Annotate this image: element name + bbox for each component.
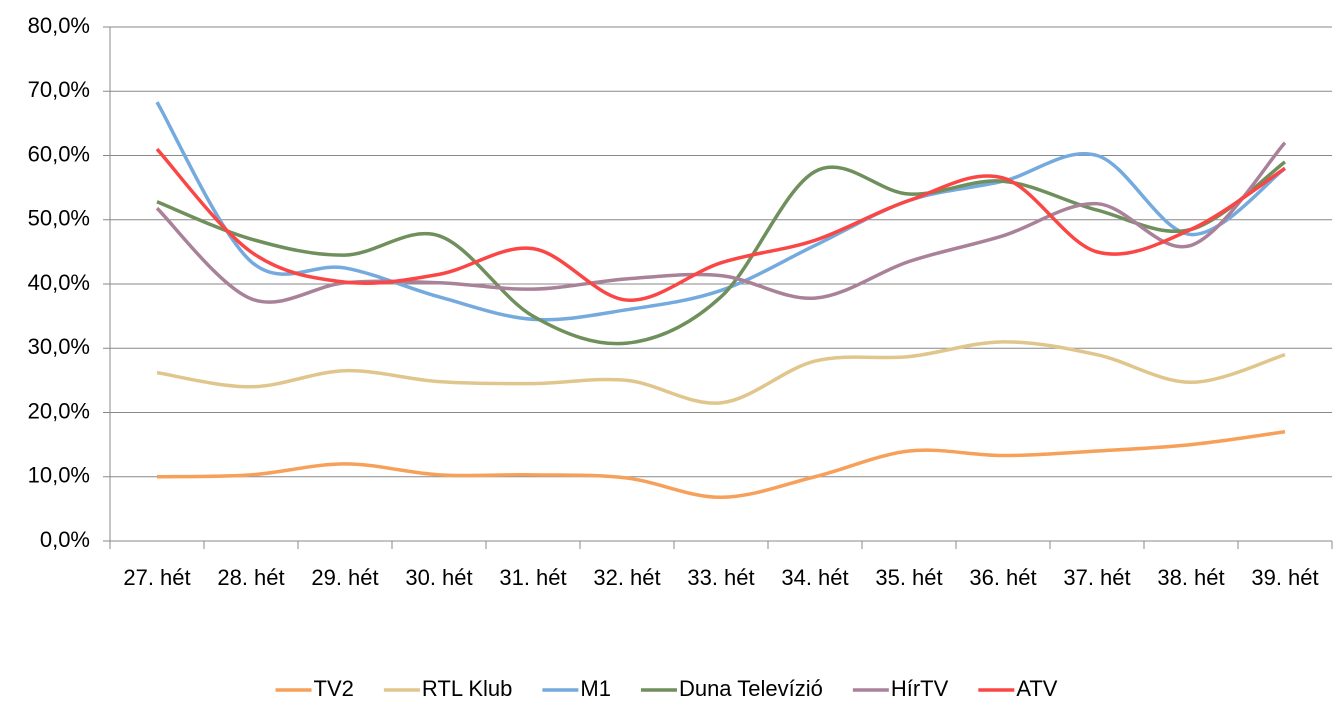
series-line xyxy=(156,340,1286,405)
series-line xyxy=(155,147,1286,302)
y-tick-label: 70,0% xyxy=(28,77,90,102)
y-tick-label: 40,0% xyxy=(28,270,90,295)
series-line xyxy=(156,430,1286,500)
x-tick-label: 27. hét xyxy=(123,565,190,590)
legend-label: RTL Klub xyxy=(422,676,513,701)
legend-label: TV2 xyxy=(314,676,354,701)
y-tick-label: 0,0% xyxy=(40,527,90,552)
y-tick-label: 80,0% xyxy=(28,13,90,38)
x-tick-label: 33. hét xyxy=(687,565,754,590)
x-tick-label: 31. hét xyxy=(499,565,566,590)
legend-label: M1 xyxy=(580,676,611,701)
y-tick-label: 20,0% xyxy=(28,398,90,423)
legend-label: HírTV xyxy=(891,676,949,701)
legend-label: ATV xyxy=(1016,676,1057,701)
y-tick-label: 50,0% xyxy=(28,206,90,231)
y-tick-label: 10,0% xyxy=(28,463,90,488)
series-line xyxy=(155,101,1287,322)
x-tick-label: 35. hét xyxy=(875,565,942,590)
x-tick-label: 34. hét xyxy=(781,565,848,590)
y-tick-label: 30,0% xyxy=(28,334,90,359)
legend-label: Duna Televízió xyxy=(679,676,823,701)
x-tick-label: 36. hét xyxy=(969,565,1036,590)
x-tick-label: 29. hét xyxy=(311,565,378,590)
x-tick-label: 30. hét xyxy=(405,565,472,590)
x-tick-label: 38. hét xyxy=(1157,565,1224,590)
x-tick-label: 28. hét xyxy=(217,565,284,590)
y-tick-label: 60,0% xyxy=(28,141,90,166)
x-tick-label: 37. hét xyxy=(1063,565,1130,590)
series-line xyxy=(156,160,1287,346)
x-tick-label: 39. hét xyxy=(1251,565,1318,590)
x-tick-label: 32. hét xyxy=(593,565,660,590)
